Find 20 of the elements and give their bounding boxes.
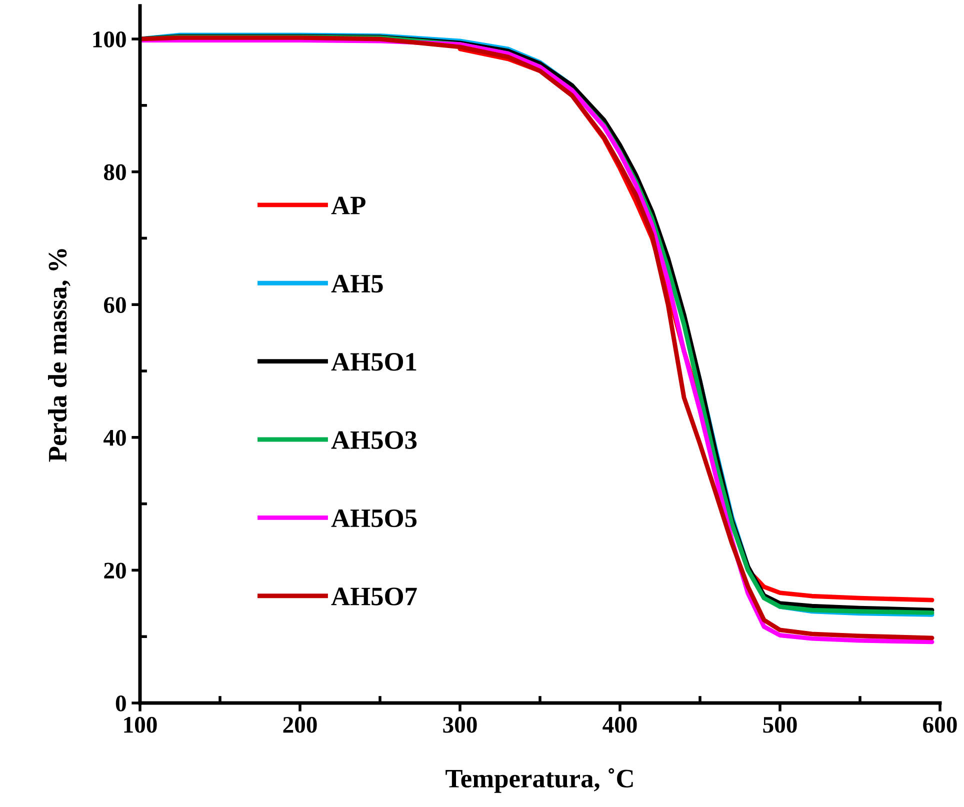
y-tick-label: 80	[104, 164, 126, 180]
y-tick-label: 20	[104, 562, 126, 579]
x-tick-label: 300	[443, 716, 477, 733]
x-tick-label: 600	[923, 716, 957, 733]
x-tick-label: 400	[602, 716, 637, 733]
legend-label: AP	[331, 196, 366, 214]
legend-label: AH5	[331, 274, 383, 293]
legend-label: AH5O7	[331, 588, 417, 606]
x-axis-title: Temperatura, ˚C	[446, 768, 633, 793]
y-tick-label: 100	[93, 31, 126, 48]
y-axis-title: Perda de massa, %	[48, 249, 70, 462]
legend-label: AH5O3	[331, 431, 417, 449]
x-tick-label: 500	[763, 716, 797, 733]
x-tick-label: 200	[283, 716, 317, 733]
legend-label: AH5O5	[331, 509, 417, 528]
x-tick-label: 100	[124, 716, 157, 733]
legend-label: AH5O1	[331, 353, 416, 371]
y-tick-label: 60	[104, 297, 126, 314]
y-tick-label: 40	[104, 430, 126, 446]
y-tick-label: 0	[116, 695, 126, 712]
